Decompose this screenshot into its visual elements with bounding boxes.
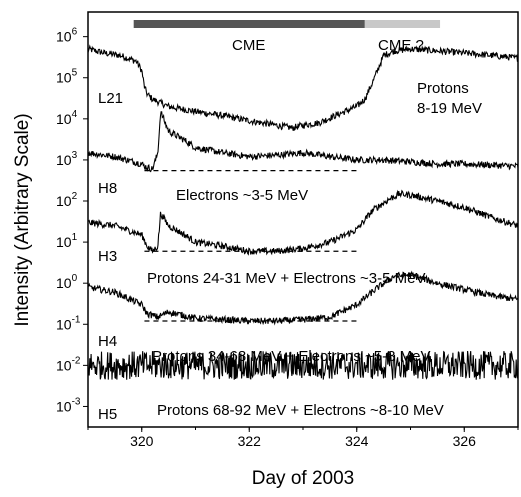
x-tick-label: 320 <box>130 433 154 449</box>
x-tick-label: 326 <box>453 433 477 449</box>
axis-ticks: 320 322 324 326 106 105 104 103 102 101 100 10-1 10-… <box>56 27 519 449</box>
x-tick-label: 322 <box>238 433 262 449</box>
protons-energy-label: 8-19 MeV <box>417 100 482 117</box>
h3-description: Protons 24-31 MeV + Electrons ~3-5 MeV <box>147 270 425 287</box>
series-layer <box>87 44 519 380</box>
cme-label: CME <box>232 37 265 54</box>
series-line-h8 <box>87 111 519 173</box>
y-tick-label: 106 <box>56 27 78 45</box>
y-tick-label: 10-1 <box>56 314 81 332</box>
x-tick-label: 324 <box>345 433 369 449</box>
series-label-h3: H3 <box>98 248 117 265</box>
protons-label: Protons <box>417 80 469 97</box>
series-line-h3 <box>87 189 519 256</box>
y-tick-label: 102 <box>56 191 78 209</box>
y-tick-label: 103 <box>56 150 78 168</box>
y-tick-label: 10-2 <box>56 355 81 373</box>
y-axis-title: Intensity (Arbitrary Scale) <box>12 113 33 326</box>
series-line-h4 <box>87 270 519 326</box>
y-tick-label: 104 <box>56 109 78 127</box>
y-tick-label: 105 <box>56 68 78 86</box>
x-axis-title: Day of 2003 <box>252 468 354 489</box>
y-tick-label: 100 <box>56 273 78 291</box>
series-line-l21 <box>87 44 519 131</box>
h5-description: Protons 68-92 MeV + Electrons ~8-10 MeV <box>157 402 444 419</box>
series-label-h8: H8 <box>98 180 117 197</box>
series-label-h5: H5 <box>98 406 117 423</box>
y-tick-label: 101 <box>56 232 78 250</box>
series-label-l21: L21 <box>98 90 123 107</box>
series-line-h5 <box>87 350 519 380</box>
series-label-h4: H4 <box>98 333 117 350</box>
cme-bar <box>133 20 365 28</box>
y-tick-label: 10-3 <box>56 396 81 414</box>
h8-description: Electrons ~3-5 MeV <box>176 187 308 204</box>
cme-uncertain-bar <box>364 20 441 28</box>
